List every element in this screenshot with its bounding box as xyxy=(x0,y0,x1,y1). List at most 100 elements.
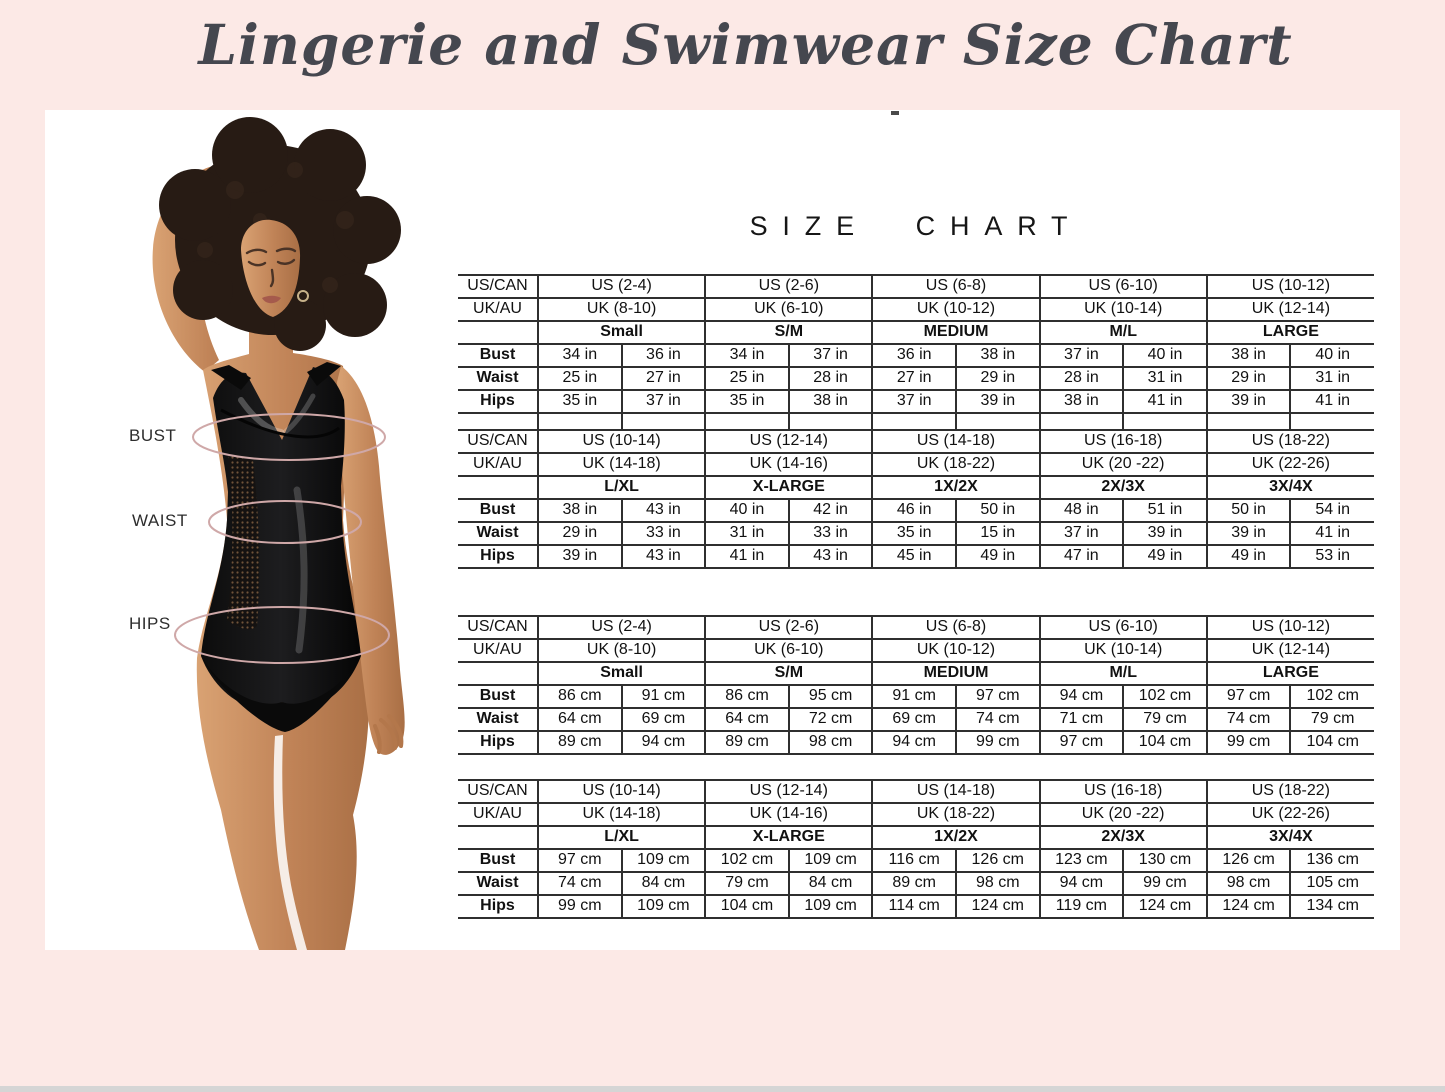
size-table-cell: US (2-4) xyxy=(536,274,706,298)
size-table-cell: 126 cm xyxy=(1205,848,1291,872)
size-table-cell: 43 in xyxy=(620,498,706,522)
size-table-cell: LARGE xyxy=(1205,661,1374,685)
size-table-cell: 37 in xyxy=(1038,521,1124,545)
bust-measure-line xyxy=(192,413,386,461)
size-table-row: US/CAN US (10-14) US (12-14) US (14-18) US (… xyxy=(458,779,1374,803)
size-table-row: Small S/M MEDIUM M/L LARGE xyxy=(458,320,1374,344)
size-table-cell xyxy=(537,412,622,429)
size-table-cell: 39 in xyxy=(1205,521,1291,545)
size-table-cell: 34 in xyxy=(537,343,622,367)
size-table-cell: UK (14-16) xyxy=(704,802,873,826)
size-table-cell: UK (6-10) xyxy=(704,297,873,321)
size-table-cell: 43 in xyxy=(620,544,706,569)
size-table-row: US/CAN US (10-14) US (12-14) US (14-18) US (… xyxy=(458,429,1374,453)
size-table-cell: 29 in xyxy=(1205,366,1291,390)
size-table-cell: 51 in xyxy=(1122,498,1207,522)
size-table-cell: 40 in xyxy=(704,498,789,522)
size-table-row: Bust 34 in 36 in 34 in 37 in 36 in 38 in 37 in 4… xyxy=(458,343,1374,367)
size-table-cell: 109 cm xyxy=(787,848,873,872)
size-table-cell: 64 cm xyxy=(537,707,622,731)
size-table-cell xyxy=(704,412,789,429)
size-table-row: Hips 99 cm 109 cm 104 cm 109 cm 114 cm 124 cm 1… xyxy=(458,894,1374,919)
size-chart-card: BUST WAIST HIPS SIZE CHART US/CAN US (2-4… xyxy=(45,110,1400,950)
size-table-cell xyxy=(787,412,873,429)
size-table-row: UK/AU UK (14-18) UK (14-16) UK (18-22) UK (2… xyxy=(458,802,1374,826)
size-table-cell: 25 in xyxy=(704,366,789,390)
size-table-cell xyxy=(458,412,538,429)
size-table-cell: 38 in xyxy=(787,389,873,413)
tables-mount: US/CAN US (2-4) US (2-6) US (6-8) US (6-10) U… xyxy=(458,274,1374,919)
suit-highlight xyxy=(293,486,308,654)
size-table-cell: 71 cm xyxy=(1038,707,1124,731)
tables-area: SIZE CHART US/CAN US (2-4) US (2-6) US (6-8… xyxy=(458,206,1374,919)
size-table-cell: UK (22-26) xyxy=(1205,802,1374,826)
size-table-cell: 40 in xyxy=(1289,343,1374,367)
model-hair xyxy=(159,117,401,351)
size-table-cell: 31 in xyxy=(704,521,789,545)
size-table-cell: 34 in xyxy=(704,343,789,367)
bust-label: BUST xyxy=(129,426,176,445)
model-face-front xyxy=(241,219,301,317)
size-table-cell: 38 in xyxy=(537,498,622,522)
size-table-cell: US (18-22) xyxy=(1205,779,1374,803)
size-table-cell: UK (10-14) xyxy=(1038,297,1207,321)
size-table-cell: US (16-18) xyxy=(1038,779,1207,803)
size-table-cell: 124 cm xyxy=(1122,894,1207,919)
size-table-cell: 2X/3X xyxy=(1038,475,1207,499)
size-table-row: Hips 35 in 37 in 35 in 38 in 37 in 39 in 38 in 4… xyxy=(458,389,1374,413)
size-table-cell: 99 cm xyxy=(537,894,622,919)
model-leg-gap xyxy=(273,735,307,950)
hips-measure-line xyxy=(174,606,390,664)
size-table-cell: UK (10-12) xyxy=(871,297,1040,321)
page-title: Lingerie and Swimwear Size Chart xyxy=(198,12,1293,77)
size-table-cell: 41 in xyxy=(704,544,789,569)
size-table-cell: 84 cm xyxy=(787,871,873,895)
size-table-cell: 74 cm xyxy=(1205,707,1291,731)
size-table-cell: MEDIUM xyxy=(871,320,1040,344)
size-table-cell: 116 cm xyxy=(871,848,956,872)
size-table-cell: 89 cm xyxy=(704,730,789,755)
model-suit-bottom xyxy=(201,656,361,732)
size-table-cell: 94 cm xyxy=(1038,684,1124,708)
size-table-cell: 37 in xyxy=(1038,343,1124,367)
size-table-cell: 49 in xyxy=(1205,544,1291,569)
size-table-cell: 31 in xyxy=(1122,366,1207,390)
size-table-cell: S/M xyxy=(704,320,873,344)
size-table-row: UK/AU UK (14-18) UK (14-16) UK (18-22) UK (2… xyxy=(458,452,1374,476)
size-table-cell: 2X/3X xyxy=(1038,825,1207,849)
size-table-inches-small-to-large: US/CAN US (2-4) US (2-6) US (6-8) US (6-10) U… xyxy=(458,274,1374,429)
size-table-cell: US/CAN xyxy=(458,429,538,453)
model-face-features xyxy=(245,247,297,288)
size-table-cell: 97 cm xyxy=(1038,730,1124,755)
size-table-cell: US (10-14) xyxy=(536,429,706,453)
size-table-cell: 119 cm xyxy=(1038,894,1124,919)
size-table-cell: 136 cm xyxy=(1289,848,1374,872)
size-table-cell: Waist xyxy=(458,366,538,390)
size-table-cell: UK (14-16) xyxy=(704,452,873,476)
size-table-cell: US (6-8) xyxy=(871,274,1040,298)
size-table-cell: 86 cm xyxy=(704,684,789,708)
size-table-cm-lxl-to-3x4x: US/CAN US (10-14) US (12-14) US (14-18) US (… xyxy=(458,779,1374,919)
size-table-cell: 89 cm xyxy=(871,871,956,895)
size-table-cell: 31 in xyxy=(1289,366,1374,390)
size-table-cell: UK/AU xyxy=(458,452,538,476)
size-table-cell: 35 in xyxy=(537,389,622,413)
size-table-cell: UK (10-12) xyxy=(871,638,1040,662)
size-table-row: Waist 74 cm 84 cm 79 cm 84 cm 89 cm 98 cm 94 cm… xyxy=(458,871,1374,895)
size-table-cell: 39 in xyxy=(1205,389,1291,413)
size-table-cell: 94 cm xyxy=(620,730,706,755)
size-table-cell xyxy=(1289,412,1374,429)
size-table-cell: M/L xyxy=(1038,661,1207,685)
size-table-cell: 95 cm xyxy=(787,684,873,708)
size-table-cell xyxy=(1205,412,1291,429)
size-table-cell: 41 in xyxy=(1289,389,1374,413)
size-table-cell: 28 in xyxy=(1038,366,1124,390)
size-table-cell: Bust xyxy=(458,684,538,708)
size-table-cell: 27 in xyxy=(620,366,706,390)
size-table-cell: 42 in xyxy=(787,498,873,522)
size-table-cell: UK (8-10) xyxy=(536,638,706,662)
size-table-cell: X-LARGE xyxy=(704,475,873,499)
size-table-cell: 99 cm xyxy=(1205,730,1291,755)
size-table-cell: 134 cm xyxy=(1289,894,1374,919)
size-table-cell: 99 cm xyxy=(1122,871,1207,895)
